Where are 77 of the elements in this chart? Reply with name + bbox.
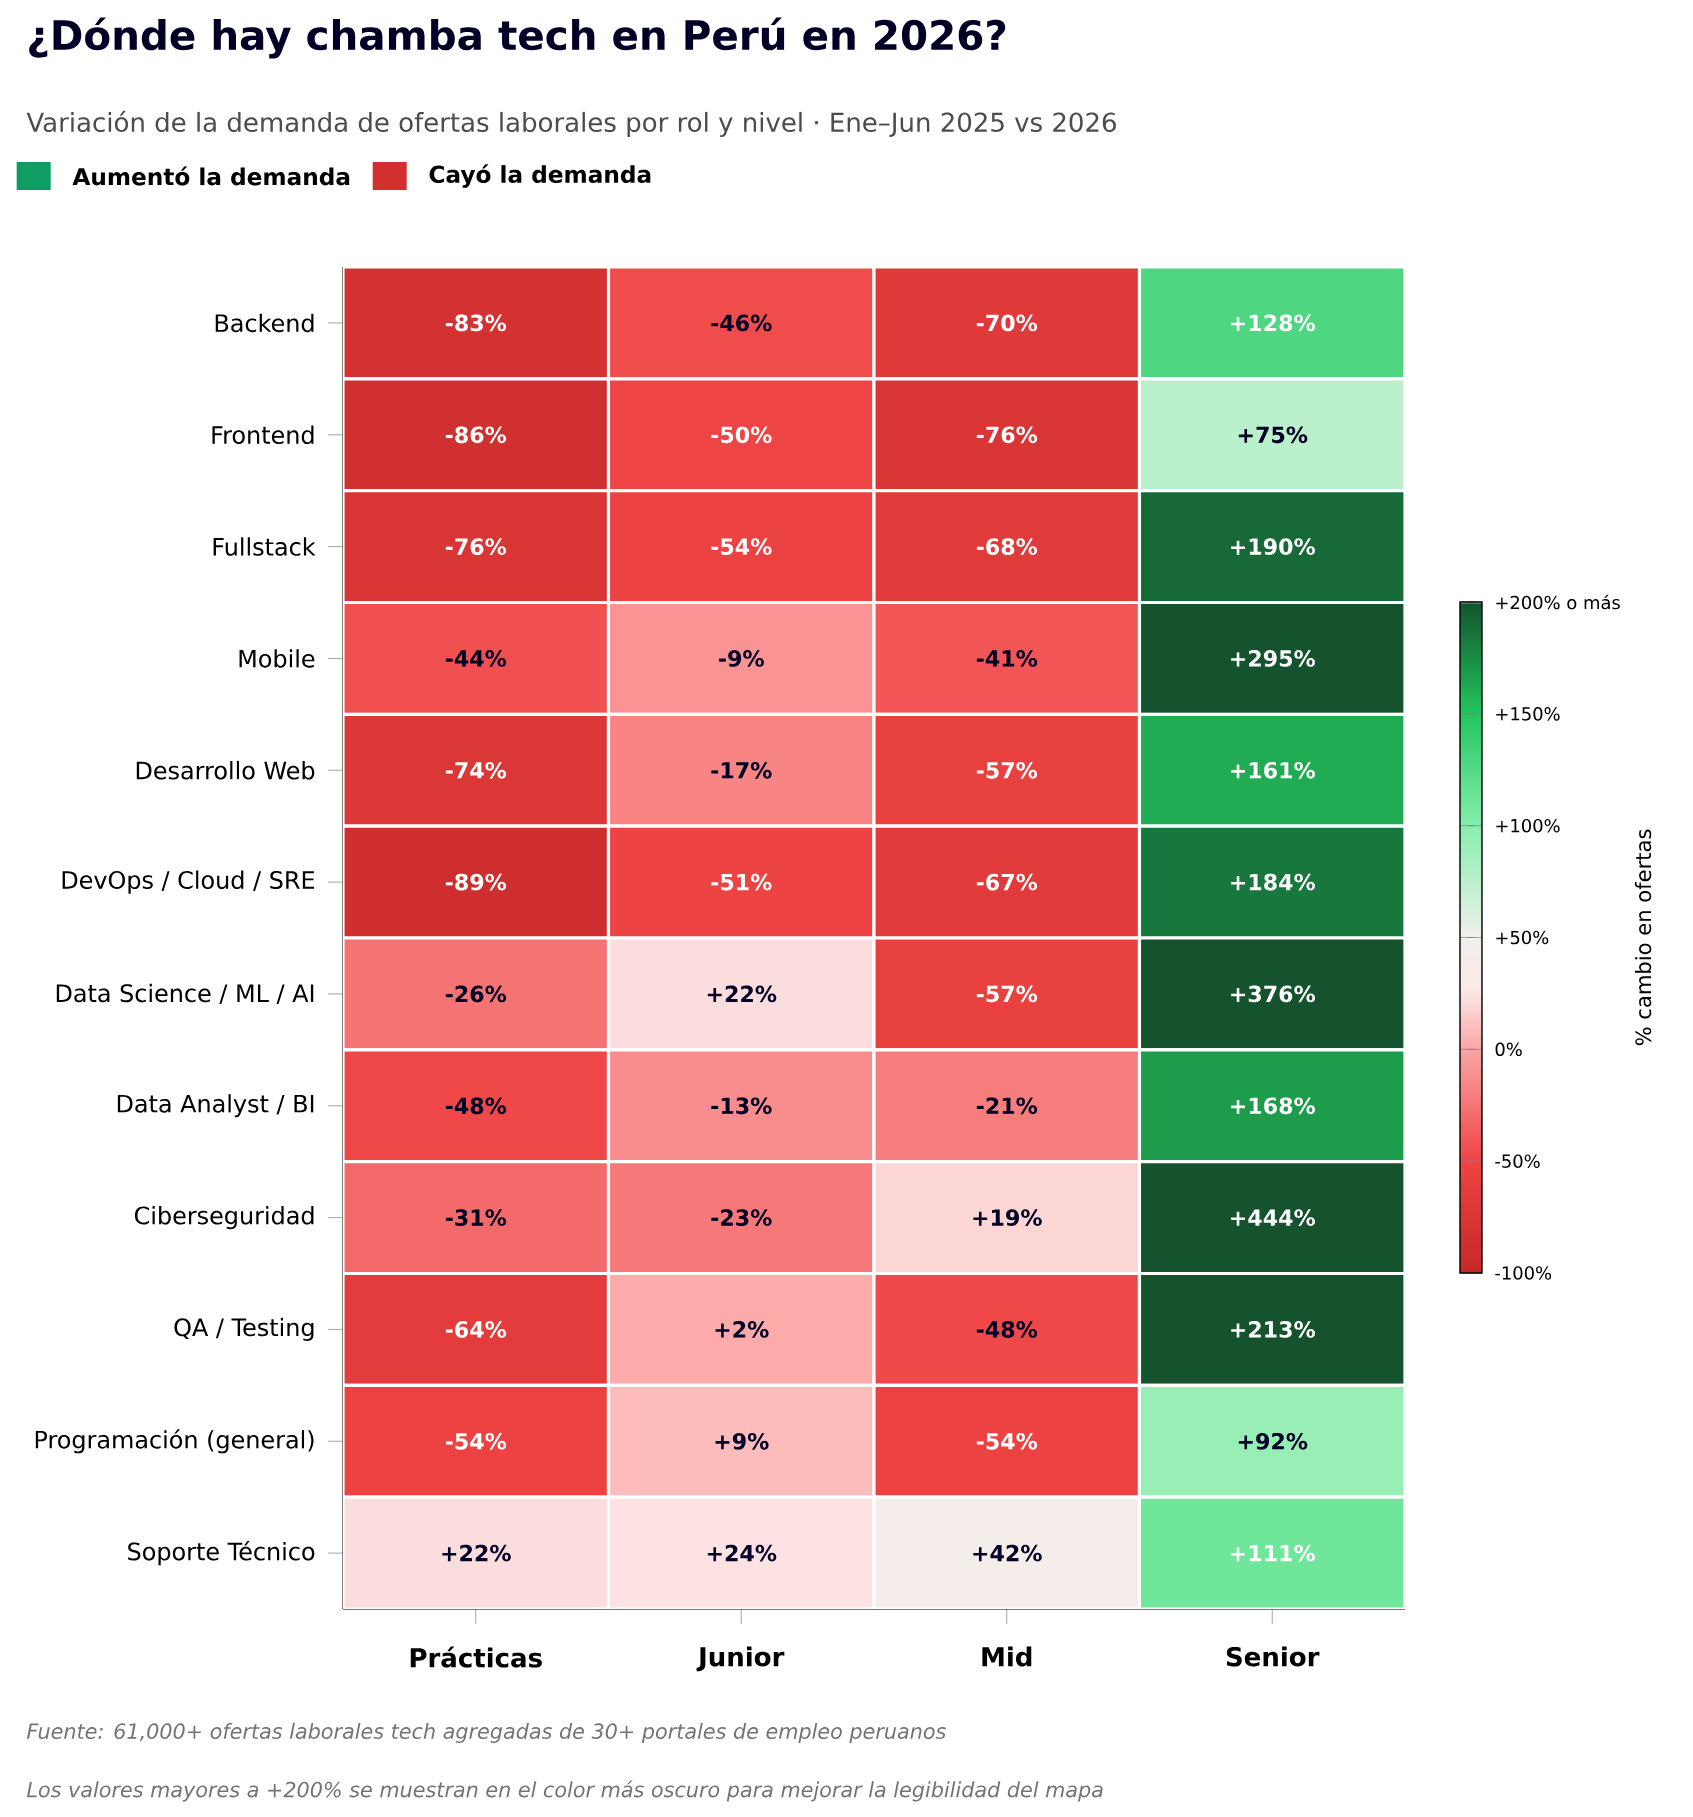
data-label: -54% bbox=[976, 1432, 1038, 1450]
y-tick-label: Ciberseguridad bbox=[134, 1206, 314, 1230]
data-label: +22% bbox=[442, 1544, 511, 1562]
data-label: +75% bbox=[1238, 426, 1308, 444]
data-label: -76% bbox=[976, 426, 1038, 444]
data-label: +19% bbox=[973, 1209, 1042, 1226]
data-label: -67% bbox=[976, 873, 1038, 891]
color-bar-label: +50% bbox=[1496, 930, 1549, 945]
data-label: -9% bbox=[719, 650, 764, 667]
data-label: +213% bbox=[1231, 1321, 1316, 1338]
x-tick-label: Senior bbox=[1226, 1646, 1320, 1667]
x-tick-label: Junior bbox=[696, 1646, 785, 1672]
data-label: -23% bbox=[711, 1209, 772, 1226]
data-label: -76% bbox=[445, 538, 507, 555]
chart-subtitle: Variación de la demanda de ofertas laborales por rol y nivel · Ene–Jun 2025 vs 2026 bbox=[26, 110, 1116, 138]
data-label: +111% bbox=[1231, 1544, 1316, 1562]
data-label: -44% bbox=[445, 650, 507, 667]
y-tick-label: QA / Testing bbox=[174, 1317, 314, 1341]
data-label: -50% bbox=[711, 426, 772, 444]
data-label: -13% bbox=[711, 1097, 772, 1115]
y-tick-label: Mobile bbox=[239, 649, 315, 668]
data-label: -89% bbox=[445, 873, 507, 891]
data-label: +92% bbox=[1238, 1432, 1308, 1450]
data-label: -26% bbox=[445, 985, 507, 1003]
data-label: -83% bbox=[445, 314, 507, 332]
data-label: +9% bbox=[715, 1432, 769, 1450]
data-label: +295% bbox=[1231, 650, 1316, 667]
data-label: -48% bbox=[976, 1321, 1038, 1338]
data-label: +444% bbox=[1231, 1209, 1316, 1226]
data-label: +168% bbox=[1231, 1097, 1316, 1115]
data-label: -48% bbox=[445, 1097, 507, 1115]
source-note: Fuente: 61,000+ ofertas laborales tech agregadas de 30+ portales de empleo peruanos bbox=[26, 1722, 946, 1744]
data-label: +22% bbox=[707, 985, 777, 1003]
y-tick-label: Desarrollo Web bbox=[136, 760, 315, 780]
chart-title: ¿Dónde hay chamba tech en Perú en 2026? bbox=[29, 17, 1006, 59]
y-tick-label: Data Analyst / BI bbox=[117, 1094, 314, 1118]
y-tick-label: DevOps / Cloud / SRE bbox=[62, 870, 315, 894]
color-bar-label: +200% o más bbox=[1496, 594, 1620, 610]
data-label: +161% bbox=[1231, 761, 1316, 779]
color-bar-label: +100% bbox=[1496, 818, 1560, 833]
y-tick-label: Programación (general) bbox=[35, 1429, 314, 1454]
data-label: +42% bbox=[973, 1544, 1042, 1562]
data-label: -57% bbox=[976, 761, 1038, 779]
data-label: +184% bbox=[1231, 873, 1316, 891]
data-label: -31% bbox=[445, 1209, 507, 1226]
data-label: -21% bbox=[976, 1097, 1038, 1115]
data-label: -54% bbox=[711, 538, 772, 555]
text: Los valores mayores a +200% se muestran en el color más oscuro para mejorar la legibilidad del mapa bbox=[26, 1780, 1103, 1802]
data-label: +2% bbox=[715, 1321, 769, 1338]
color-bar-label: 0% bbox=[1495, 1042, 1522, 1057]
color-bar-label: -100% bbox=[1495, 1266, 1552, 1280]
data-label: -74% bbox=[445, 761, 507, 779]
data-label: -54% bbox=[445, 1432, 507, 1450]
color-bar-label: +150% bbox=[1496, 707, 1560, 721]
data-label: -68% bbox=[976, 538, 1038, 555]
color-bar-title: % cambio en ofertas bbox=[1634, 829, 1652, 1046]
data-label: +190% bbox=[1231, 538, 1316, 555]
y-tick-label: Backend bbox=[215, 313, 314, 333]
data-label: +376% bbox=[1231, 985, 1316, 1003]
color-bar-label: -50% bbox=[1495, 1154, 1540, 1168]
y-tick-label: Frontend bbox=[212, 425, 314, 445]
y-tick-label: Data Science / ML / AI bbox=[56, 983, 314, 1005]
text: Aumentó la demanda bbox=[72, 166, 350, 186]
text: Cayó la demanda bbox=[429, 164, 651, 188]
data-label: -46% bbox=[711, 314, 772, 332]
data-label: -70% bbox=[976, 314, 1038, 332]
y-tick-label: Fullstack bbox=[213, 537, 316, 556]
data-label: -51% bbox=[711, 873, 772, 891]
y-tick-label: Soporte Técnico bbox=[128, 1541, 315, 1566]
data-label: -86% bbox=[445, 426, 507, 444]
data-label: -57% bbox=[976, 985, 1038, 1003]
x-tick-label: Mid bbox=[982, 1646, 1032, 1667]
data-label: -17% bbox=[711, 761, 772, 779]
data-label: +128% bbox=[1231, 314, 1316, 332]
x-tick-label: Prácticas bbox=[410, 1646, 542, 1668]
data-label: +24% bbox=[707, 1544, 777, 1562]
data-label: -41% bbox=[976, 650, 1038, 667]
